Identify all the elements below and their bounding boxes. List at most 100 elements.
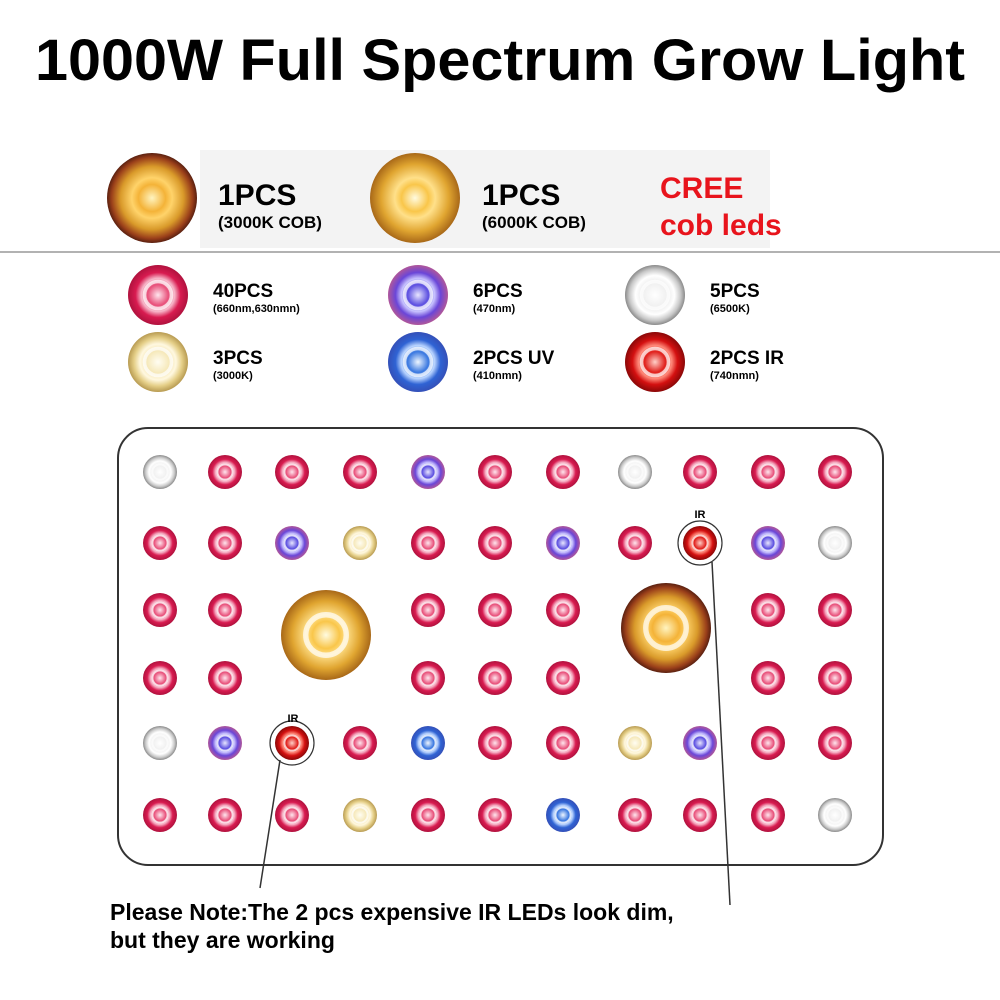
led-ring bbox=[554, 463, 572, 481]
led bbox=[411, 593, 445, 627]
led-ring bbox=[639, 279, 671, 311]
led bbox=[343, 455, 377, 489]
led bbox=[625, 332, 685, 392]
ir-label: IR bbox=[695, 509, 706, 521]
led bbox=[818, 798, 852, 832]
legend: 40PCS(660nm,630nmn) 6PCS(470nm) 5PCS(6500K… bbox=[128, 265, 784, 392]
led bbox=[478, 726, 512, 760]
led-ring bbox=[402, 279, 434, 311]
led bbox=[478, 798, 512, 832]
led-count: 2PCS IR bbox=[710, 348, 784, 369]
led bbox=[546, 455, 580, 489]
led bbox=[751, 526, 785, 560]
pointer-line bbox=[711, 561, 731, 906]
led bbox=[618, 455, 652, 489]
note: but they are working bbox=[110, 927, 335, 953]
led-ring bbox=[151, 734, 169, 752]
note: Please Note:The 2 pcs expensive IR LEDs … bbox=[110, 899, 674, 925]
led bbox=[128, 332, 188, 392]
led-ring bbox=[402, 346, 434, 378]
led bbox=[388, 265, 448, 325]
led-ring bbox=[826, 669, 844, 687]
led bbox=[275, 455, 309, 489]
led-ring bbox=[216, 463, 234, 481]
led bbox=[143, 726, 177, 760]
led-ring bbox=[554, 806, 572, 824]
ir-label: IR bbox=[288, 713, 299, 725]
led-ring bbox=[826, 534, 844, 552]
led bbox=[411, 455, 445, 489]
cob-spec: (3000K COB) bbox=[218, 213, 322, 232]
led-ring bbox=[419, 463, 437, 481]
led-spec: (660nm,630nmn) bbox=[213, 303, 300, 315]
led bbox=[478, 526, 512, 560]
led-ring bbox=[626, 463, 644, 481]
led-grid bbox=[143, 455, 852, 832]
led bbox=[143, 455, 177, 489]
led bbox=[818, 455, 852, 489]
led bbox=[208, 798, 242, 832]
cob-count: 1PCS bbox=[218, 179, 296, 212]
led-ring bbox=[419, 534, 437, 552]
led-ring bbox=[826, 601, 844, 619]
led-ring bbox=[554, 534, 572, 552]
led bbox=[478, 661, 512, 695]
led-ring bbox=[486, 806, 504, 824]
led-ring bbox=[759, 601, 777, 619]
led-ring bbox=[826, 806, 844, 824]
led-ring bbox=[151, 806, 169, 824]
led-ring bbox=[151, 534, 169, 552]
led-spec: (470nm) bbox=[473, 303, 516, 315]
led-ring bbox=[419, 806, 437, 824]
led bbox=[343, 798, 377, 832]
led-ring bbox=[759, 463, 777, 481]
led-ring bbox=[759, 806, 777, 824]
led-ring bbox=[283, 534, 301, 552]
led bbox=[208, 661, 242, 695]
led-spec: (6500K) bbox=[710, 303, 750, 315]
led-ring bbox=[759, 534, 777, 552]
led bbox=[343, 726, 377, 760]
led-count: 2PCS UV bbox=[473, 348, 555, 369]
title: 1000W Full Spectrum Grow Light bbox=[35, 28, 965, 93]
led-ring bbox=[691, 734, 709, 752]
led bbox=[208, 526, 242, 560]
ir-outline bbox=[269, 720, 315, 766]
led bbox=[128, 265, 188, 325]
led-ring bbox=[303, 612, 349, 658]
led-ring bbox=[626, 534, 644, 552]
led bbox=[208, 593, 242, 627]
led-ring bbox=[419, 601, 437, 619]
led-ring bbox=[351, 734, 369, 752]
led bbox=[275, 726, 309, 760]
led-ring bbox=[151, 463, 169, 481]
cob-band bbox=[200, 150, 770, 248]
led bbox=[411, 661, 445, 695]
cob-icon bbox=[370, 153, 460, 243]
led bbox=[478, 593, 512, 627]
led bbox=[818, 661, 852, 695]
led bbox=[618, 726, 652, 760]
led-ring bbox=[486, 734, 504, 752]
cob-count: 1PCS bbox=[482, 179, 560, 212]
led bbox=[751, 455, 785, 489]
led bbox=[143, 661, 177, 695]
led bbox=[621, 583, 711, 673]
led-ring bbox=[691, 534, 709, 552]
led bbox=[411, 726, 445, 760]
led bbox=[683, 726, 717, 760]
led bbox=[143, 526, 177, 560]
led bbox=[208, 726, 242, 760]
led bbox=[618, 526, 652, 560]
led-ring bbox=[351, 534, 369, 552]
led-count: 6PCS bbox=[473, 281, 523, 302]
led bbox=[625, 265, 685, 325]
led-ring bbox=[216, 734, 234, 752]
led bbox=[478, 455, 512, 489]
led-ring bbox=[351, 806, 369, 824]
cob-icon bbox=[107, 153, 197, 243]
brand: cob leds bbox=[660, 209, 782, 242]
led bbox=[546, 798, 580, 832]
led-ring bbox=[142, 279, 174, 311]
led-ring bbox=[626, 806, 644, 824]
